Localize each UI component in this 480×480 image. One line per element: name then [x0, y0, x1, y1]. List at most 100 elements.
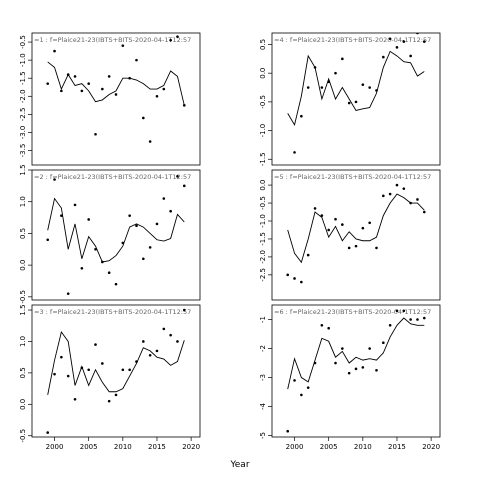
data-point	[334, 217, 337, 221]
panel-title: =1 : f=Plaice21-23(IBTS+BITS-2020-04-1T1…	[34, 36, 191, 44]
y-tick-label: -2	[259, 345, 267, 352]
plot-area: =2 : f=Plaice21-23(IBTS+BITS-2020-04-1T1…	[34, 173, 191, 295]
data-point	[347, 246, 351, 250]
data-point	[60, 89, 63, 93]
panel-title: =5 : f=Plaice21-23(IBTS+BITS-2020-04-1T1…	[274, 173, 431, 181]
data-point	[388, 37, 392, 41]
data-point	[293, 151, 296, 154]
fitted-line	[47, 197, 185, 263]
data-point	[53, 49, 56, 53]
data-point	[148, 353, 152, 357]
data-point	[73, 203, 77, 207]
data-point	[128, 214, 131, 217]
data-point	[402, 187, 406, 190]
data-point	[94, 132, 97, 136]
data-point	[368, 86, 371, 89]
data-point	[347, 371, 351, 375]
y-tick-label: 0.0	[19, 399, 27, 410]
panel-frame	[271, 304, 441, 438]
data-point	[402, 40, 406, 43]
data-point	[46, 431, 50, 434]
data-point	[142, 257, 145, 261]
data-point	[135, 58, 138, 62]
data-point	[114, 393, 118, 397]
panel-frame	[271, 169, 441, 301]
data-point	[347, 101, 351, 105]
x-tick-label: 2010	[114, 443, 132, 451]
fitted-line	[287, 193, 425, 264]
data-point	[142, 340, 145, 343]
data-point	[313, 207, 317, 210]
data-point	[395, 183, 399, 187]
data-point	[101, 87, 104, 91]
x-tick-label: 2000	[46, 443, 64, 451]
data-point	[382, 194, 385, 198]
data-point	[66, 374, 70, 378]
y-tick-label: -3	[259, 374, 267, 381]
data-point	[46, 238, 50, 242]
y-tick-label: -0.5	[259, 196, 267, 210]
y-tick-label: 1.0	[19, 196, 27, 207]
x-tick-label: 2015	[148, 443, 166, 451]
y-tick-label: 1.0	[19, 336, 27, 347]
data-point	[148, 246, 152, 249]
data-point	[354, 244, 358, 248]
data-point	[375, 368, 378, 372]
data-point	[402, 309, 406, 313]
y-tick-label: -4	[259, 403, 267, 411]
data-point	[60, 355, 63, 359]
data-point	[416, 198, 419, 201]
y-tick-label: -1	[259, 316, 267, 323]
y-tick-label: 1.5	[19, 164, 27, 175]
y-tick-label: -0.5	[19, 35, 27, 49]
data-point	[354, 100, 358, 104]
data-point	[293, 277, 296, 280]
panel: =5 : f=Plaice21-23(IBTS+BITS-2020-04-1T1…	[259, 169, 441, 301]
data-point	[422, 40, 426, 43]
data-point	[87, 82, 90, 85]
data-point	[306, 86, 310, 89]
panel: =6 : f=Plaice21-23(IBTS+BITS-2020-04-1T1…	[259, 304, 441, 451]
data-point	[155, 349, 159, 353]
plot-area: =6 : f=Plaice21-23(IBTS+BITS-2020-04-1T1…	[274, 308, 431, 433]
data-point	[375, 246, 378, 250]
data-point	[169, 38, 172, 42]
panel-title: =2 : f=Plaice21-23(IBTS+BITS-2020-04-1T1…	[34, 173, 191, 181]
data-point	[169, 333, 172, 337]
panel-frame	[31, 32, 201, 166]
x-tick-label: 2020	[182, 443, 200, 451]
fitted-line	[47, 330, 185, 395]
data-point	[155, 94, 159, 98]
y-tick-label: -1.5	[19, 71, 27, 85]
data-point	[368, 221, 371, 225]
data-point	[107, 271, 111, 275]
fitted-line	[287, 50, 425, 127]
data-point	[388, 192, 392, 196]
data-point	[80, 89, 84, 93]
y-tick-label: -1.0	[19, 53, 27, 67]
data-point	[300, 280, 303, 284]
data-point	[53, 372, 56, 376]
y-tick-label: -2.5	[19, 108, 27, 122]
data-point	[341, 223, 344, 226]
y-tick-label: -1.5	[259, 232, 267, 246]
data-point	[53, 178, 56, 181]
y-tick-label: 0.5	[19, 367, 27, 378]
data-point	[94, 343, 97, 346]
data-point	[388, 324, 392, 327]
data-point	[334, 361, 337, 365]
data-point	[155, 222, 159, 226]
panel: =1 : f=Plaice21-23(IBTS+BITS-2020-04-1T1…	[19, 32, 201, 166]
data-point	[107, 399, 111, 403]
y-tick-label: 0.5	[259, 39, 267, 50]
x-tick-label: 2010	[354, 443, 372, 451]
panel: =3 : f=Plaice21-23(IBTS+BITS-2020-04-1T1…	[19, 304, 201, 451]
data-point	[286, 429, 290, 433]
data-point	[121, 44, 125, 47]
data-point	[128, 368, 131, 372]
plot-area: =1 : f=Plaice21-23(IBTS+BITS-2020-04-1T1…	[34, 35, 191, 143]
data-point	[142, 116, 145, 120]
data-point	[114, 282, 118, 286]
data-point	[334, 71, 337, 75]
